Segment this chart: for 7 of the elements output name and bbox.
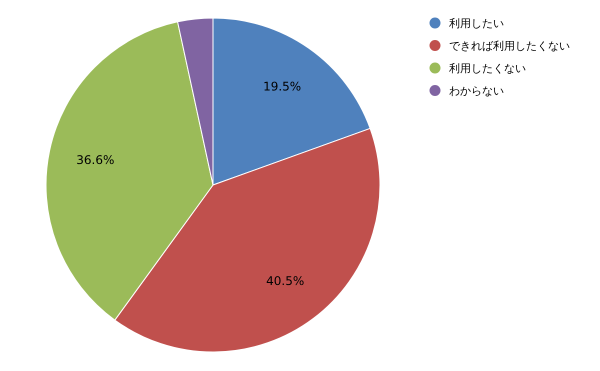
legend-label: 利用したい [449,17,504,30]
data-label: 19.5% [263,80,302,94]
legend-label: 利用したくない [449,62,526,75]
legend-label: できれば利用したくない [449,40,570,52]
data-label: 40.5% [266,274,304,288]
legend-label: わからない [449,84,504,98]
data-label: 36.6% [76,153,114,168]
